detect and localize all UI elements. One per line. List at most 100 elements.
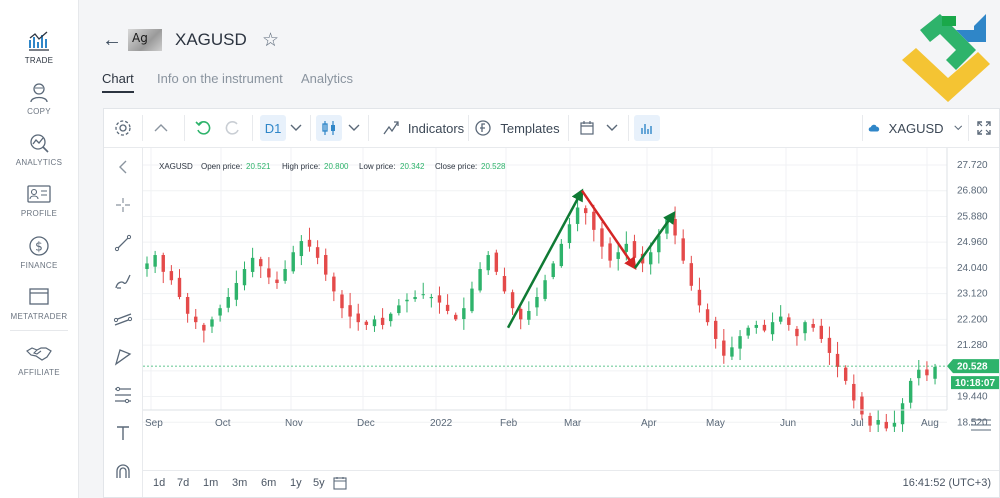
favorite-star-icon[interactable]: ☆ [262,30,280,51]
copy-icon [30,83,48,103]
candle [892,410,897,432]
calendar-icon[interactable] [574,109,600,147]
back-arrow-icon[interactable]: ← [102,29,122,51]
svg-text:$: $ [35,240,43,254]
legend-symbol: XAGUSD [159,162,193,171]
tab-analytics[interactable]: Analytics [301,71,354,86]
brush-tool-icon[interactable] [104,266,142,296]
crosshair-icon[interactable] [104,190,142,220]
candle [226,288,230,313]
timeframe-chevron-down-icon[interactable] [288,109,304,147]
sidebar-item-label: COPY [27,107,51,116]
sidebar-item-metatrader[interactable]: METATRADER [0,286,78,321]
chart-type-chevron-down-icon[interactable] [346,109,362,147]
current-price-badge [947,359,999,374]
legend-high-label: High price: [282,162,320,171]
candle [470,281,474,314]
legend-open-label: Open price: [201,162,242,171]
sidebar-item-trade[interactable]: TRADE [0,30,78,65]
candle [689,255,694,291]
sidebar-item-label: METATRADER [10,312,68,321]
candle-type-icon[interactable] [316,115,342,141]
range-5y[interactable]: 5y [313,477,325,489]
trend-line-icon[interactable] [104,228,142,258]
sidebar-item-label: ANALYTICS [15,158,63,167]
chart-settings-gear-icon[interactable] [108,109,138,147]
candle [811,318,815,332]
candle [194,308,198,330]
candle [486,251,490,275]
candle [348,292,352,329]
candle [153,250,157,274]
redo-icon[interactable] [220,109,246,147]
candle [860,392,864,420]
candle [242,261,247,291]
undo-icon[interactable] [190,109,216,147]
range-6m[interactable]: 6m [261,477,277,489]
legend-close-value: 20.528 [481,162,506,171]
sidebar: TRADE COPY ANALYTICS PROFILE $ FINANC [0,0,79,498]
templates-button[interactable]: Templates [474,109,560,147]
magnet-icon[interactable] [104,456,142,486]
x-tick-label: Sep [145,418,163,429]
candle [884,413,889,432]
collapse-panel-chevron-left-icon[interactable] [104,152,142,182]
tab-info-on-the-instrument[interactable]: Info on the instrument [157,71,283,86]
sidebar-item-finance[interactable]: $ FINANCE [0,235,78,270]
candle [519,307,523,330]
sidebar-item-analytics[interactable]: ANALYTICS [0,132,78,167]
cloud-icon [868,124,880,132]
indicators-label: Indicators [407,120,465,136]
candle [502,267,507,294]
range-1y[interactable]: 1y [290,477,302,489]
x-tick-label: Oct [215,418,231,429]
axis-settings-icon[interactable] [971,419,991,431]
time-range-bar: 1d 7d 1m 3m 6m 1y 5y 16:41:52 (UTC+3) [143,470,999,497]
tab-chart[interactable]: Chart [102,71,134,93]
candle [787,313,791,331]
shape-tool-icon[interactable] [104,342,142,372]
range-1m[interactable]: 1m [203,477,219,489]
candle [283,260,287,284]
range-3m[interactable]: 3m [232,477,248,489]
indicators-button[interactable]: Indicators [376,109,470,147]
green-trend-arrow [506,188,584,329]
sidebar-item-affiliate[interactable]: AFFILIATE [0,342,78,377]
fibonacci-tool-icon[interactable] [104,380,142,410]
date-range-calendar-icon[interactable] [333,476,347,490]
candle [275,271,279,289]
range-1d[interactable]: 1d [153,477,166,489]
x-tick-label: Nov [285,418,303,429]
y-tick-label: 23.120 [957,289,988,300]
sidebar-item-copy[interactable]: COPY [0,81,78,116]
candle [478,262,482,293]
price-chart[interactable]: 27.720 26.800 25.880 24.960 24.040 23.120 22.2… [143,148,999,432]
candle [746,325,750,339]
text-tool-icon[interactable] [104,418,142,448]
chart-widget: D1 Indicators Templates [103,108,1000,498]
collapse-chevron-up-icon[interactable] [146,109,176,147]
y-tick-label: 26.800 [957,186,988,197]
x-tick-label: Jul [851,418,864,429]
sidebar-item-profile[interactable]: PROFILE [0,183,78,218]
candle [730,336,734,360]
fullscreen-icon[interactable] [972,109,996,147]
range-7d[interactable]: 7d [177,477,190,489]
candle [291,245,295,274]
timeframe-button[interactable]: D1 [260,115,286,141]
candle [494,249,499,276]
candle [250,247,255,278]
candle [843,365,848,385]
candle [397,299,401,316]
channel-tool-icon[interactable] [104,304,142,334]
candle [169,265,174,285]
candle [592,204,596,242]
red-trend-arrow [580,190,637,270]
legend-open-value: 20.521 [246,162,271,171]
profile-icon [27,185,51,203]
calendar-chevron-down-icon[interactable] [604,109,620,147]
candle [340,290,344,319]
volume-bars-icon[interactable] [634,115,660,141]
server-clock: 16:41:52 (UTC+3) [902,477,991,489]
symbol-selector[interactable]: XAGUSD [868,109,962,147]
